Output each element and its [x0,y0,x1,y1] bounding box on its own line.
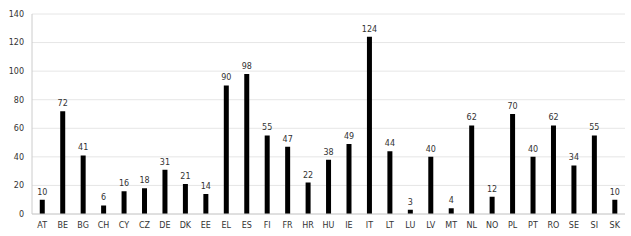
svg-text:CZ: CZ [139,221,151,230]
svg-text:HR: HR [302,221,314,230]
svg-text:IE: IE [345,221,352,230]
svg-text:49: 49 [344,132,354,141]
svg-text:SI: SI [591,221,598,230]
svg-text:DE: DE [159,221,170,230]
svg-text:70: 70 [507,102,517,111]
svg-text:NL: NL [466,221,477,230]
svg-text:IT: IT [366,221,373,230]
svg-text:62: 62 [467,113,477,122]
svg-text:12: 12 [487,185,497,194]
svg-text:LU: LU [405,221,415,230]
svg-text:124: 124 [362,25,377,34]
svg-text:NO: NO [486,221,498,230]
svg-text:60: 60 [14,124,24,133]
svg-text:38: 38 [323,148,333,157]
svg-text:6: 6 [101,193,106,202]
svg-text:90: 90 [221,73,231,82]
svg-text:SE: SE [569,221,579,230]
svg-text:16: 16 [119,179,129,188]
svg-text:21: 21 [180,172,190,181]
svg-text:55: 55 [589,123,599,132]
svg-text:AT: AT [37,221,47,230]
svg-text:62: 62 [548,113,558,122]
svg-text:22: 22 [303,171,313,180]
svg-text:DK: DK [180,221,192,230]
svg-text:0: 0 [19,210,24,219]
svg-text:CH: CH [98,221,110,230]
svg-text:PL: PL [508,221,518,230]
svg-text:140: 140 [9,10,24,19]
svg-text:14: 14 [201,182,211,191]
svg-text:34: 34 [569,153,579,162]
svg-text:120: 120 [9,38,24,47]
svg-text:LT: LT [386,221,394,230]
svg-text:RO: RO [548,221,560,230]
svg-text:40: 40 [426,145,436,154]
svg-text:20: 20 [14,181,24,190]
svg-text:FR: FR [283,221,294,230]
svg-text:40: 40 [528,145,538,154]
svg-text:98: 98 [242,62,252,71]
svg-text:4: 4 [449,196,454,205]
svg-text:18: 18 [139,176,149,185]
svg-text:47: 47 [283,135,293,144]
svg-text:HU: HU [323,221,335,230]
svg-text:PT: PT [528,221,538,230]
svg-text:MT: MT [445,221,457,230]
svg-text:SK: SK [610,221,621,230]
svg-text:ES: ES [242,221,252,230]
svg-text:40: 40 [14,153,24,162]
svg-text:100: 100 [9,67,24,76]
svg-text:FI: FI [264,221,271,230]
svg-text:44: 44 [385,139,395,148]
svg-text:80: 80 [14,96,24,105]
svg-text:72: 72 [58,99,68,108]
svg-text:BG: BG [77,221,89,230]
svg-text:EL: EL [222,221,232,230]
svg-text:41: 41 [78,143,88,152]
svg-text:10: 10 [37,188,47,197]
svg-text:55: 55 [262,123,272,132]
svg-text:3: 3 [408,198,413,207]
svg-text:LV: LV [426,221,436,230]
svg-text:EE: EE [201,221,211,230]
svg-text:BE: BE [57,221,68,230]
svg-text:CY: CY [119,221,129,230]
svg-text:10: 10 [610,188,620,197]
svg-text:31: 31 [160,158,170,167]
